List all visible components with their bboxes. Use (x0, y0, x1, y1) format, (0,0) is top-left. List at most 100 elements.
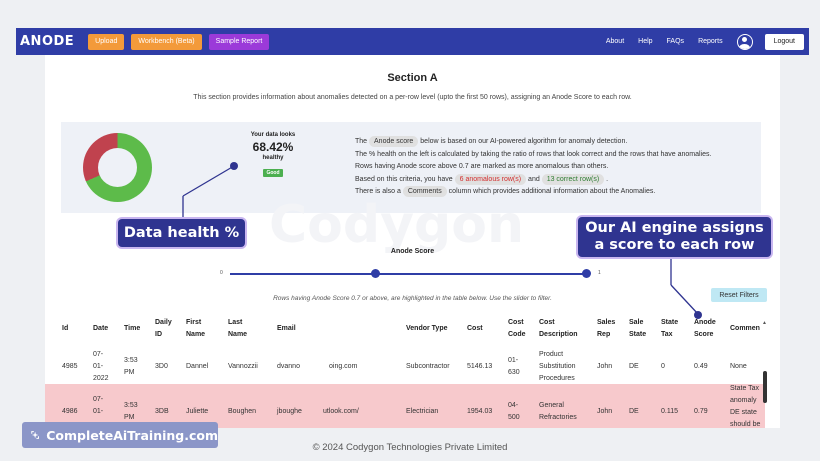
table-row-anomalous[interactable]: 4986 07- 01- 3:53 PM 3DB Juliette Boughen … (45, 384, 765, 428)
cell-text: 01- (93, 363, 104, 370)
header-text: Rep (597, 331, 611, 338)
cell-text: DE state (730, 409, 757, 416)
cell-cost-code: 04- 500 (508, 400, 520, 424)
header-text: Cost (467, 325, 483, 332)
score-connector-line (670, 284, 699, 315)
correct-count-chip: 13 correct row(s) (541, 173, 605, 185)
col-header-state-tax[interactable]: State Tax (661, 317, 678, 341)
header-text: Code (508, 331, 526, 338)
cell-state-tax: 0 (661, 363, 665, 370)
col-header-daily-id[interactable]: Daily ID (155, 317, 172, 341)
nav-link-reports[interactable]: Reports (698, 38, 723, 45)
brand-badge: CompleteAiTraining.com (22, 422, 218, 448)
desc-text: below is based on our AI-powered algorit… (420, 138, 628, 145)
cell-sales-rep: John (597, 363, 613, 370)
cell-sales-rep: John (597, 408, 613, 415)
cell-last-name: Vannozzii (228, 363, 258, 370)
col-header-sales-rep[interactable]: Sales Rep (597, 317, 615, 341)
cell-cost: 5146.13 (467, 363, 493, 370)
col-header-anode-score[interactable]: Anode Score (694, 317, 716, 341)
nav-link-about[interactable]: About (605, 38, 625, 45)
upload-button[interactable]: Upload (88, 33, 125, 50)
table-row[interactable]: 4985 07- 01- 2022 3:53 PM 3D0 Dannel Vannoz… (45, 350, 765, 384)
col-header-time[interactable]: Time (124, 323, 140, 335)
cell-text: Procedures (539, 375, 575, 382)
desc-text: The (355, 138, 368, 145)
header-text: Time (124, 325, 141, 332)
cell-first-name: Juliette (186, 408, 209, 415)
desc-line-2: The % health on the left is calculated b… (355, 150, 712, 158)
col-header-first-name[interactable]: First Name (186, 317, 205, 341)
cell-date: 07- 01- 2022 (93, 349, 109, 385)
sparkle-icon (31, 431, 39, 439)
cell-text: 500 (508, 414, 520, 421)
col-header-cost-code[interactable]: Cost Code (508, 317, 526, 341)
col-header-id[interactable]: Id (62, 323, 68, 335)
health-label: Your data looks (250, 132, 296, 138)
desc-text: . (606, 175, 609, 183)
section-title: Section A (387, 72, 438, 84)
nav-links: About Help FAQs Reports Logout (605, 33, 809, 50)
cell-last-name: Boughen (228, 408, 257, 415)
reset-filters-button[interactable]: Reset Filters (711, 288, 767, 302)
cell-text: 3:53 (124, 402, 138, 409)
header-text: Date (93, 325, 109, 332)
slider-min-label: 0 (220, 270, 223, 276)
filter-note: Rows having Anode Score 0.7 or above, ar… (273, 295, 552, 302)
codygon-watermark: Codygon (269, 195, 524, 255)
anode-score-chip: Anode score (369, 136, 419, 147)
nav-link-help[interactable]: Help (638, 38, 653, 45)
cell-time: 3:53 PM (124, 400, 138, 424)
cell-date: 07- 01- (93, 394, 103, 418)
top-navbar: ANODE Upload Workbench (Beta) Sample Rep… (16, 28, 809, 55)
nav-link-faqs[interactable]: FAQs (666, 38, 685, 45)
col-header-email[interactable]: Email (277, 323, 296, 335)
sample-report-button[interactable]: Sample Report (208, 33, 270, 50)
header-text: Name (186, 331, 206, 338)
workbench-button[interactable]: Workbench (Beta) (131, 33, 202, 50)
score-slider-handle-max[interactable] (582, 269, 591, 278)
col-header-last-name[interactable]: Last Name (228, 317, 247, 341)
header-text: Last (228, 319, 243, 326)
cell-state-tax: 0.115 (661, 408, 678, 415)
col-header-cost[interactable]: Cost (467, 323, 483, 335)
cell-email-domain: oing.com (329, 363, 358, 370)
app-logo[interactable]: ANODE (20, 34, 75, 49)
col-header-date[interactable]: Date (93, 323, 108, 335)
cell-id: 4985 (62, 363, 78, 370)
cell-anode-score: 0.79 (694, 408, 708, 415)
header-text: Description (539, 331, 578, 338)
score-slider-track[interactable] (230, 273, 590, 275)
cell-comments: State Tax anomaly DE state should be (730, 383, 760, 428)
col-header-comments[interactable]: Commen (730, 323, 760, 335)
cell-vendor-type: Electrician (406, 408, 439, 415)
desc-text: and (528, 175, 540, 183)
header-text: Score (694, 331, 714, 338)
header-text: Name (228, 331, 248, 338)
col-header-sale-state[interactable]: Sale State (629, 317, 646, 341)
header-text: Cost (539, 319, 555, 326)
score-slider-handle-min[interactable] (371, 269, 380, 278)
cell-cost: 1954.03 (467, 408, 493, 415)
col-header-cost-description[interactable]: Cost Description (539, 317, 578, 341)
logout-button[interactable]: Logout (764, 33, 804, 50)
brand-text: CompleteAiTraining.com (46, 427, 218, 443)
cell-sale-state: DE (629, 363, 639, 370)
cell-text: Product (539, 351, 564, 358)
comments-chip: Comments (402, 186, 447, 197)
score-description: The Anode score below is based on our AI… (355, 136, 755, 199)
col-header-vendor-type[interactable]: Vendor Type (406, 323, 448, 335)
cell-text: General (539, 402, 564, 409)
desc-line-3: Rows having Anode score above 0.7 are ma… (355, 163, 609, 170)
health-connector-line (182, 165, 235, 197)
scroll-up-arrow-icon[interactable]: ▲ (762, 320, 767, 326)
header-text: Commen (730, 325, 760, 332)
cell-text: Refractories (539, 414, 577, 421)
table-scrollbar[interactable] (763, 371, 767, 403)
slider-max-label: 1 (598, 270, 601, 276)
anomalous-count-chip: 6 anomalous row(s) (454, 173, 527, 185)
user-avatar-icon[interactable] (736, 33, 753, 50)
cell-cost-description: General Refractories (539, 400, 577, 424)
cell-email: jboughe (277, 408, 302, 415)
cell-text: 630 (508, 369, 520, 376)
